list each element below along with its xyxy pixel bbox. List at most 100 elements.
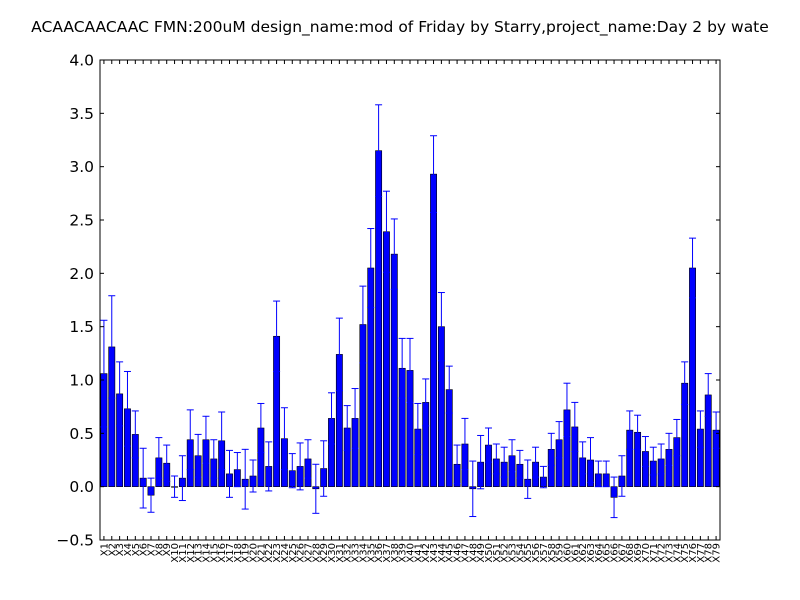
- error-bar-X5: [131, 410, 139, 459]
- xtick-label-X11: X11: [178, 543, 189, 563]
- xtick-label-X71: X71: [649, 543, 660, 563]
- error-bar-X68: [626, 410, 634, 450]
- error-bar-X31: [335, 317, 343, 392]
- xtick-label-X6: X6: [139, 543, 150, 556]
- chart-title: ACAACAACAAC FMN:200uM design_name:mod of…: [31, 18, 769, 37]
- ytick-label: 1.5: [69, 318, 94, 336]
- xtick-label-X77: X77: [696, 543, 707, 563]
- xtick-label-X79: X79: [712, 543, 723, 563]
- xtick-label-X29: X29: [319, 543, 330, 563]
- ytick-label: 0.5: [69, 425, 94, 443]
- xtick-label-X66: X66: [610, 543, 621, 563]
- error-bar-X24: [280, 407, 288, 471]
- xtick-label-X24: X24: [280, 543, 291, 563]
- xtick-label-X30: X30: [327, 543, 338, 563]
- error-bar-X50: [484, 427, 492, 463]
- xtick-label-X33: X33: [351, 543, 362, 563]
- xtick-label-X25: X25: [288, 543, 299, 563]
- error-bar-X20: [249, 459, 257, 493]
- error-bar-X33: [351, 388, 359, 449]
- xtick-label-X37: X37: [382, 543, 393, 563]
- error-bar-X48: [469, 460, 477, 518]
- xtick-label-X62: X62: [578, 543, 589, 563]
- error-bar-X25: [288, 453, 296, 489]
- xtick-label-X15: X15: [209, 543, 220, 563]
- error-bar-X18: [233, 452, 241, 488]
- xtick-label-X31: X31: [335, 543, 346, 563]
- xtick-label-X28: X28: [311, 543, 322, 563]
- xtick-label-X10: X10: [170, 543, 181, 563]
- error-bar-X34: [359, 285, 367, 364]
- xtick-label-X17: X17: [225, 543, 236, 563]
- error-bar-X57: [539, 465, 547, 489]
- bar-X76: [689, 267, 696, 487]
- error-bar-X53: [508, 439, 516, 473]
- xtick-label-X78: X78: [704, 543, 715, 563]
- xtick-label-X60: X60: [562, 543, 573, 563]
- error-bar-X14: [202, 415, 210, 464]
- ytick-label: 4.0: [69, 52, 94, 70]
- error-bar-X16: [218, 411, 226, 471]
- error-bar-X63: [587, 437, 595, 483]
- error-bar-X55: [524, 459, 532, 499]
- error-bar-X58: [547, 432, 555, 466]
- y-axis: −0.5 0.0 0.5 1.0 1.5 2.0 2.5 3.0 3.5 4.0: [56, 52, 720, 550]
- error-bar-X78: [704, 373, 712, 417]
- xtick-label-X74: X74: [672, 543, 683, 563]
- xtick-label-X18: X18: [233, 543, 244, 563]
- xtick-label-X45: X45: [445, 543, 456, 563]
- xtick-label-X19: X19: [241, 543, 252, 563]
- xtick-label-X52: X52: [500, 543, 511, 563]
- ytick-label: 3.0: [69, 158, 94, 176]
- error-bar-X75: [681, 361, 689, 406]
- bars-layer: [100, 150, 720, 498]
- error-bar-X9: [163, 444, 171, 482]
- xtick-label-X20: X20: [249, 543, 260, 563]
- xtick-label-X64: X64: [594, 543, 605, 563]
- xtick-label-X44: X44: [437, 543, 448, 563]
- error-bar-X56: [532, 446, 540, 478]
- xtick-label-X2: X2: [107, 543, 118, 556]
- xtick-label-X42: X42: [421, 543, 432, 563]
- xtick-label-X63: X63: [586, 543, 597, 563]
- xtick-label-X40: X40: [406, 543, 417, 563]
- xtick-label-X1: X1: [99, 543, 110, 556]
- xtick-label-X22: X22: [264, 543, 275, 563]
- error-bar-X74: [673, 418, 681, 457]
- error-bar-X2: [108, 295, 116, 399]
- bar-X43: [430, 173, 437, 487]
- error-bar-X44: [437, 292, 445, 362]
- xtick-label-X55: X55: [523, 543, 534, 563]
- xtick-label-X43: X43: [429, 543, 440, 563]
- xtick-label-X13: X13: [194, 543, 205, 563]
- error-bar-X7: [147, 477, 155, 513]
- xtick-label-X65: X65: [602, 543, 613, 563]
- xtick-label-X3: X3: [115, 543, 126, 556]
- error-bar-X62: [579, 441, 587, 475]
- error-bars-layer: [100, 104, 720, 519]
- xtick-label-X12: X12: [186, 543, 197, 563]
- error-bar-X72: [657, 443, 665, 475]
- xtick-label-X67: X67: [617, 543, 628, 563]
- error-bar-X43: [430, 135, 438, 214]
- xtick-label-X48: X48: [468, 543, 479, 563]
- error-bar-X8: [155, 437, 163, 479]
- ytick-label: 2.0: [69, 265, 94, 283]
- error-bar-X17: [225, 449, 233, 498]
- xtick-label-X56: X56: [531, 543, 542, 563]
- xtick-label-X50: X50: [484, 543, 495, 563]
- xtick-label-X76: X76: [688, 543, 699, 563]
- xtick-label-X16: X16: [217, 543, 228, 563]
- error-bar-X41: [414, 402, 422, 456]
- ytick-label: 1.0: [69, 372, 94, 390]
- ytick-label: 3.5: [69, 105, 94, 123]
- xtick-label-X59: X59: [555, 543, 566, 563]
- error-bar-X1: [100, 319, 108, 428]
- error-bar-X59: [555, 421, 563, 459]
- xtick-label-X23: X23: [272, 543, 283, 563]
- error-bar-X4: [123, 370, 131, 447]
- xtick-label-X8: X8: [154, 543, 165, 556]
- error-bar-X49: [477, 434, 485, 490]
- error-bar-X27: [304, 439, 312, 479]
